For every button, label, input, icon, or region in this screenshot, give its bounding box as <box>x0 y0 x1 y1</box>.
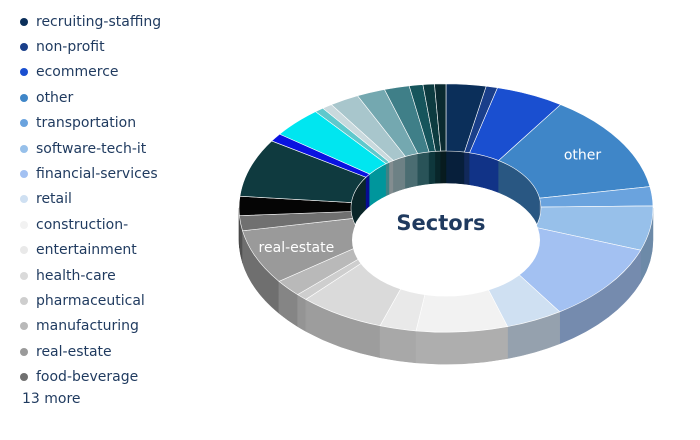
legend-swatch <box>20 246 28 255</box>
slice-inner-wall <box>435 150 441 184</box>
legend-label: entertainment <box>36 242 137 259</box>
slice-inner-wall <box>365 173 370 210</box>
slice-inner-wall <box>428 151 436 185</box>
legend-swatch <box>20 373 28 382</box>
legend-more-link[interactable]: 13 more <box>22 391 81 407</box>
legend-item[interactable]: software-tech-it <box>20 136 161 161</box>
legend-item[interactable]: other <box>20 85 161 110</box>
legend-swatch <box>20 296 28 305</box>
legend-swatch <box>20 17 28 26</box>
legend-label: non-profit <box>36 39 105 56</box>
slice-inner-wall <box>440 150 447 184</box>
legend-item[interactable]: real-estate <box>20 339 161 364</box>
legend-label: real-estate <box>36 343 112 360</box>
slice-inner-wall <box>445 150 465 185</box>
legend-swatch <box>20 347 28 356</box>
slice-inner-wall <box>405 153 419 189</box>
legend-label: health-care <box>36 267 116 284</box>
legend-swatch <box>20 220 28 229</box>
legend-label: construction- <box>36 216 129 233</box>
legend-item[interactable]: ecommerce <box>20 60 161 85</box>
legend-label: pharmaceutical <box>36 292 145 309</box>
legend-item[interactable]: non-profit <box>20 34 161 59</box>
legend-swatch <box>20 119 28 128</box>
legend-label: financial-services <box>36 166 158 183</box>
legend-item[interactable]: construction- <box>20 212 161 237</box>
legend-item[interactable]: health-care <box>20 263 161 288</box>
legend-item[interactable]: transportation <box>20 111 161 136</box>
legend-swatch <box>20 93 28 102</box>
legend-swatch <box>20 144 28 153</box>
legend-label: retail <box>36 191 72 208</box>
legend-swatch <box>20 170 28 179</box>
donut-hole-floor <box>352 183 540 297</box>
chart-center-title: Sectors <box>396 211 485 235</box>
slice-label: other <box>564 148 602 164</box>
slice-inner-wall <box>389 160 394 195</box>
legend-label: other <box>36 89 74 106</box>
legend-swatch <box>20 195 28 204</box>
slice-side-wall <box>415 326 508 365</box>
slice-inner-wall <box>417 151 430 186</box>
legend-item[interactable]: food-beverage <box>20 364 161 389</box>
legend-swatch <box>20 271 28 280</box>
legend-swatch <box>20 43 28 52</box>
slice-unlabeled-26[interactable] <box>434 83 447 152</box>
legend-label: software-tech-it <box>36 140 147 157</box>
legend-label: recruiting-staffing <box>36 13 162 30</box>
legend-item[interactable]: entertainment <box>20 238 161 263</box>
legend-item[interactable]: pharmaceutical <box>20 288 161 313</box>
legend-item[interactable]: financial-services <box>20 161 161 186</box>
legend-swatch <box>20 322 28 331</box>
slice-inner-wall <box>385 161 390 197</box>
slice-inner-wall <box>393 156 406 193</box>
legend-label: food-beverage <box>36 369 139 386</box>
legend-label: transportation <box>36 115 137 132</box>
slice-label: real-estate <box>259 240 335 256</box>
legend-label: manufacturing <box>36 318 139 335</box>
slice-inner-wall <box>464 151 470 186</box>
legend-item[interactable]: manufacturing <box>20 314 161 339</box>
chart-legend: recruiting-staffing non-profit ecommerce ot… <box>20 9 161 390</box>
legend-item[interactable]: recruiting-staffing <box>20 9 161 34</box>
legend-label: ecommerce <box>36 64 119 81</box>
legend-item[interactable]: retail <box>20 187 161 212</box>
slice-side-wall <box>379 325 417 364</box>
legend-swatch <box>20 68 28 77</box>
slice-side-wall <box>297 294 307 332</box>
